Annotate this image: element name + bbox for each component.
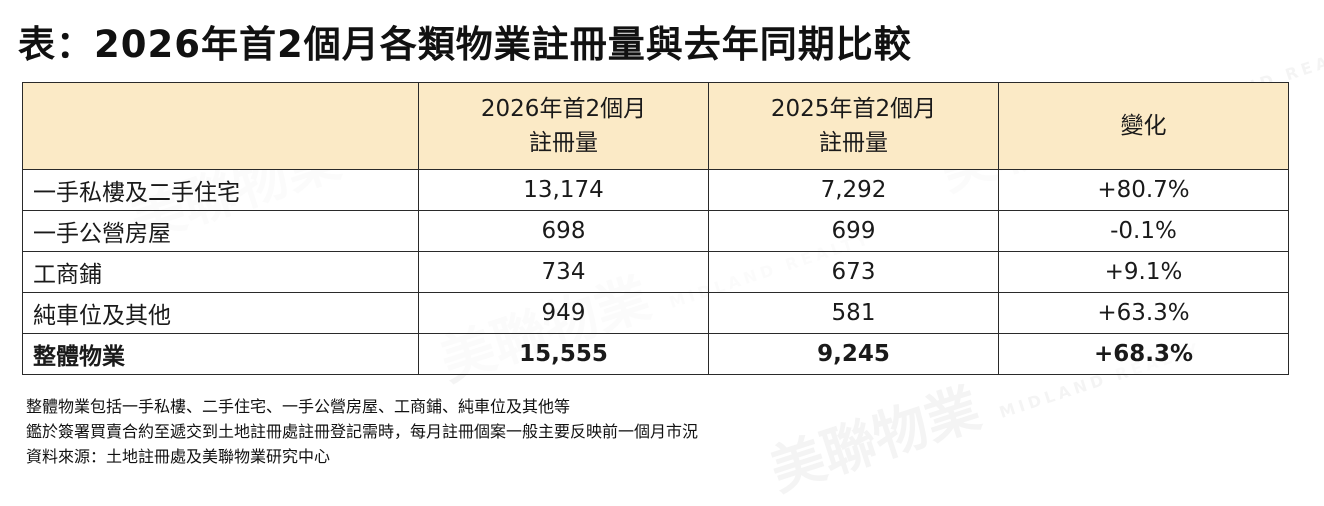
cell-change: +63.3% bbox=[998, 292, 1289, 334]
table-total-row: 整體物業 15,555 9,245 +68.3% bbox=[22, 333, 1289, 375]
cell-change: +80.7% bbox=[998, 169, 1289, 211]
header-2026-line1: 2026年首2個月 bbox=[480, 96, 647, 122]
cell-2026: 13,174 bbox=[418, 169, 709, 211]
table-row: 工商鋪 734 673 +9.1% bbox=[22, 251, 1289, 293]
footnote-source: 資料來源：土地註冊處及美聯物業研究中心 bbox=[26, 447, 331, 466]
header-2026-line2: 註冊量 bbox=[529, 130, 598, 156]
header-2026: 2026年首2個月 註冊量 bbox=[418, 82, 709, 170]
footnote-timing: 鑑於簽署買賣合約至遞交到土地註冊處註冊登記需時，每月註冊個案一般主要反映前一個月… bbox=[26, 422, 699, 441]
registration-table: 2026年首2個月 註冊量 2025年首2個月 註冊量 變化 一手私樓及二手住宅… bbox=[22, 82, 1289, 375]
cell-2025: 699 bbox=[708, 210, 999, 252]
header-empty-cell bbox=[22, 82, 419, 170]
footnotes: 整體物業包括一手私樓、二手住宅、一手公營房屋、工商鋪、純車位及其他等 鑑於簽署買… bbox=[26, 394, 698, 469]
table-row: 一手公營房屋 698 699 -0.1% bbox=[22, 210, 1289, 252]
header-change: 變化 bbox=[998, 82, 1289, 170]
footnote-scope: 整體物業包括一手私樓、二手住宅、一手公營房屋、工商鋪、純車位及其他等 bbox=[26, 397, 571, 416]
total-2025: 9,245 bbox=[708, 333, 999, 375]
table-header-row: 2026年首2個月 註冊量 2025年首2個月 註冊量 變化 bbox=[22, 82, 1289, 170]
cell-2026: 949 bbox=[418, 292, 709, 334]
row-label: 純車位及其他 bbox=[22, 292, 419, 334]
cell-2025: 673 bbox=[708, 251, 999, 293]
cell-change: -0.1% bbox=[998, 210, 1289, 252]
table-row: 一手私樓及二手住宅 13,174 7,292 +80.7% bbox=[22, 169, 1289, 211]
total-2026: 15,555 bbox=[418, 333, 709, 375]
page-title: 表：2026年首2個月各類物業註冊量與去年同期比較 bbox=[18, 23, 912, 66]
cell-2026: 734 bbox=[418, 251, 709, 293]
row-label: 工商鋪 bbox=[22, 251, 419, 293]
table-row: 純車位及其他 949 581 +63.3% bbox=[22, 292, 1289, 334]
header-2025-line1: 2025年首2個月 bbox=[770, 96, 937, 122]
total-label: 整體物業 bbox=[22, 333, 419, 375]
cell-2025: 7,292 bbox=[708, 169, 999, 211]
row-label: 一手公營房屋 bbox=[22, 210, 419, 252]
header-2025-line2: 註冊量 bbox=[819, 130, 888, 156]
header-2025: 2025年首2個月 註冊量 bbox=[708, 82, 999, 170]
cell-change: +9.1% bbox=[998, 251, 1289, 293]
cell-2026: 698 bbox=[418, 210, 709, 252]
watermark-brand-cn: 美聯物業 bbox=[763, 377, 988, 504]
cell-2025: 581 bbox=[708, 292, 999, 334]
total-change: +68.3% bbox=[998, 333, 1289, 375]
row-label: 一手私樓及二手住宅 bbox=[22, 169, 419, 211]
